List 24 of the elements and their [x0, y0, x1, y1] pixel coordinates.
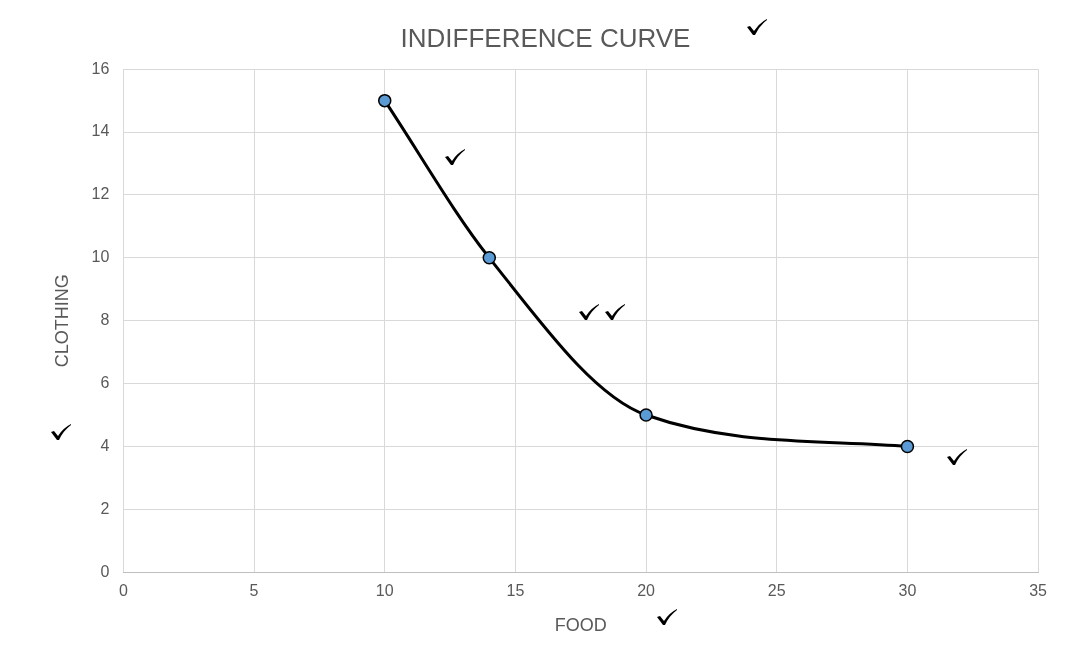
y-tick-label: 8	[100, 311, 110, 329]
x-tick-label: 10	[375, 582, 394, 600]
x-tick-label: 15	[506, 582, 525, 600]
x-tick-label: 5	[249, 582, 259, 600]
y-tick-label: 12	[91, 185, 110, 203]
point	[900, 439, 915, 454]
point	[377, 93, 392, 108]
x-tick-label: 30	[898, 582, 917, 600]
x-tick-label: 35	[1029, 582, 1048, 600]
y-tick-label: 10	[91, 248, 110, 266]
y-tick-label: 4	[100, 436, 110, 454]
x-tick-label: 20	[637, 582, 656, 600]
point	[639, 408, 653, 422]
x-axis-title: FOOD	[554, 615, 607, 636]
x-tick-label: 0	[118, 582, 128, 600]
chart-title: INDIFFERENCE CURVE	[400, 22, 691, 53]
point	[482, 251, 497, 265]
y-tick-label: 6	[100, 373, 110, 391]
y-axis-title: CLOTHING	[51, 274, 72, 368]
y-tick-label: 2	[100, 499, 110, 517]
y-tick-label: 14	[91, 122, 110, 140]
x-tick-label: 25	[767, 582, 786, 600]
y-tick-label: 0	[100, 562, 110, 580]
y-tick-label: 16	[91, 59, 110, 77]
